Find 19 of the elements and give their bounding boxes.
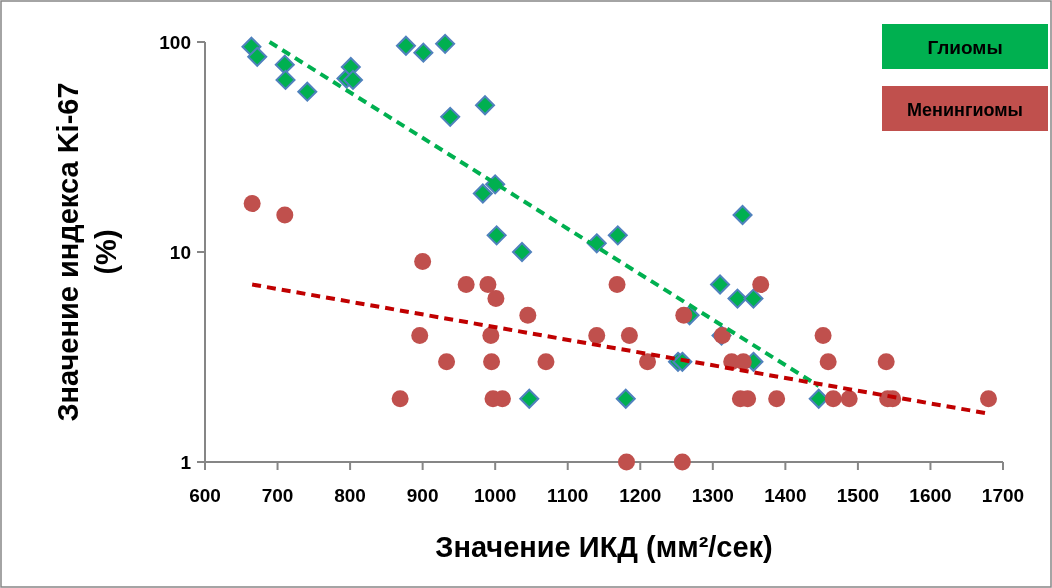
x-tick-label: 1000 [474, 485, 517, 506]
text: Менингиомы [907, 100, 1023, 120]
x-tick-label: 1500 [836, 485, 880, 506]
x-tick-label: 1600 [909, 485, 952, 506]
x-tick-label: 1200 [619, 485, 662, 506]
y-tick-label: 100 [159, 32, 191, 53]
y-axis-title: Значение индекса Ki-67 (%) [52, 82, 122, 422]
y-tick-label: 10 [169, 242, 191, 263]
x-tick-label: 1700 [981, 485, 1025, 506]
x-axis-title: Значение ИКД (мм²/сек) [435, 531, 773, 563]
x-tick-label: 1100 [547, 485, 589, 506]
x-tick-label: 900 [406, 485, 439, 506]
x-tick-label: 600 [189, 485, 221, 506]
y-tick-label: 1 [180, 452, 192, 473]
x-tick-label: 1400 [764, 485, 807, 506]
x-tick-label: 800 [334, 485, 366, 506]
x-tick-label: 1300 [691, 485, 734, 506]
x-tick-label: 700 [261, 485, 294, 506]
text: Глиомы [927, 37, 1003, 58]
